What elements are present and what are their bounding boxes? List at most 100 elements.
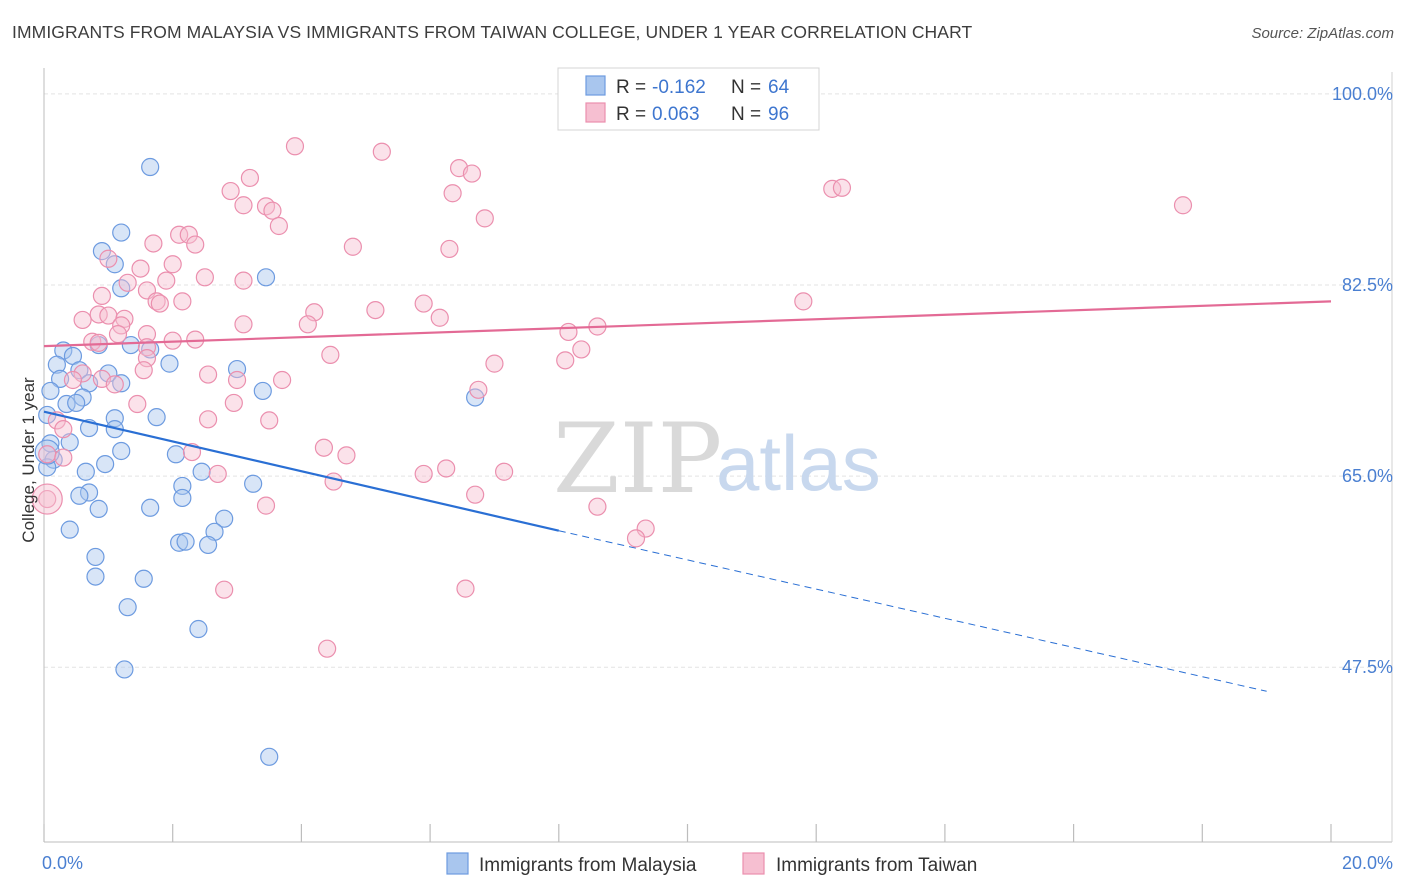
malaysia-point-35 — [96, 454, 115, 474]
malaysia-point-55 — [118, 598, 137, 617]
taiwan-point-10 — [234, 196, 253, 215]
malaysia-point-52 — [86, 547, 105, 567]
malaysia-point-26 — [105, 409, 124, 428]
taiwan-point-8 — [832, 178, 852, 197]
malaysia-point-53 — [86, 567, 105, 586]
malaysia-point-47 — [60, 520, 79, 539]
x-tick-label-0: 0.0% — [42, 853, 83, 873]
malaysia-point-44 — [89, 499, 108, 518]
taiwan-point-21 — [99, 249, 118, 268]
taiwan-point-41 — [430, 308, 449, 327]
taiwan-points — [31, 137, 1193, 658]
taiwan-point-43 — [234, 315, 253, 334]
malaysia-point-46 — [215, 509, 234, 528]
taiwan-point-44 — [298, 315, 317, 334]
taiwan-point-26 — [234, 271, 253, 290]
malaysia-point-large — [34, 439, 60, 465]
taiwan-point-13 — [475, 209, 494, 228]
taiwan-point-32 — [150, 294, 169, 313]
malaysia-point-25 — [67, 393, 86, 413]
malaysia-point-1 — [112, 223, 131, 242]
x-tick-label-1: 20.0% — [1342, 853, 1393, 873]
taiwan-point-57 — [137, 349, 157, 368]
taiwan-point-6 — [443, 184, 462, 203]
source-credit: Source: ZipAtlas.com — [1251, 25, 1394, 42]
malaysia-point-19 — [41, 381, 60, 401]
taiwan-point-1 — [372, 142, 391, 161]
taiwan-point-40 — [73, 310, 92, 330]
taiwan-point-84 — [466, 485, 485, 504]
watermark: ZIP atlas — [553, 403, 881, 515]
taiwan-point-74 — [314, 438, 334, 457]
malaysia-point-56 — [189, 619, 208, 639]
axes — [43, 68, 1393, 843]
taiwan-point-64 — [272, 370, 292, 390]
taiwan-point-66 — [105, 375, 124, 394]
taiwan-point-23 — [131, 259, 150, 278]
bottom-legend-swatch-taiwan — [742, 852, 765, 875]
taiwan-point-79 — [437, 459, 456, 478]
malaysia-points — [34, 157, 485, 766]
taiwan-point-20 — [440, 239, 459, 259]
bottom-legend-swatch-malaysia — [446, 852, 469, 875]
legend-swatch-malaysia — [585, 75, 606, 96]
y-tick-label-2: 82.5% — [1342, 275, 1393, 295]
malaysia-point-27 — [147, 408, 166, 427]
taiwan-point-30 — [173, 292, 192, 311]
bottom-legend-label-malaysia: Immigrants from Malaysia — [479, 855, 697, 876]
watermark-zip: ZIP — [553, 403, 722, 515]
malaysia-point-40 — [244, 474, 263, 493]
legend-r-value-malaysia: -0.162 — [652, 77, 706, 98]
malaysia-point-22 — [253, 381, 272, 401]
taiwan-point-54 — [572, 340, 591, 359]
taiwan-point-87 — [588, 497, 607, 516]
legend-r-label-malaysia: R = — [616, 77, 646, 98]
malaysia-point-21 — [57, 394, 76, 414]
taiwan-point-7 — [823, 179, 842, 198]
taiwan-point-53 — [89, 333, 108, 352]
taiwan-point-15 — [170, 225, 189, 244]
malaysia-point-2 — [92, 242, 112, 261]
malaysia-point-16 — [112, 374, 131, 393]
malaysia-point-50 — [176, 532, 195, 551]
malaysia-point-57 — [115, 660, 134, 679]
malaysia-point-18 — [227, 359, 247, 379]
taiwan-point-90 — [215, 580, 234, 599]
malaysia-point-42 — [70, 486, 89, 505]
taiwan-point-89 — [626, 529, 646, 548]
taiwan-point-25 — [157, 271, 176, 290]
taiwan-point-51 — [83, 332, 102, 351]
malaysia-point-13 — [70, 361, 89, 380]
legend-n-value-taiwan: 96 — [768, 104, 789, 125]
taiwan-point-14 — [269, 216, 288, 236]
malaysia-point-49 — [170, 533, 189, 552]
legend-r-value-taiwan: 0.063 — [652, 104, 700, 125]
taiwan-point-80 — [495, 462, 514, 481]
malaysia-point-0 — [141, 157, 160, 177]
taiwan-point-81 — [414, 464, 433, 484]
taiwan-point-65 — [227, 370, 247, 390]
taiwan-point-77 — [38, 445, 57, 464]
taiwan-trend-line — [43, 300, 1332, 348]
taiwan-point-37 — [89, 305, 108, 324]
taiwan-point-71 — [198, 410, 218, 429]
taiwan-point-78 — [54, 448, 73, 467]
taiwan-point-4 — [240, 168, 260, 188]
taiwan-point-75 — [337, 446, 356, 465]
taiwan-point-92 — [318, 639, 337, 658]
malaysia-point-45 — [141, 498, 160, 517]
taiwan-point-large — [31, 483, 63, 515]
malaysia-trend-extension — [558, 530, 1267, 692]
taiwan-point-16 — [179, 225, 198, 244]
legend-n-value-malaysia: 64 — [768, 77, 790, 98]
taiwan-point-56 — [556, 351, 575, 370]
x-tick-labels: 0.0% 20.0% — [42, 853, 1393, 873]
y-tick-label-3: 100.0% — [1332, 84, 1393, 104]
taiwan-point-18 — [186, 235, 205, 254]
legend-n-label-malaysia: N = — [731, 77, 761, 98]
malaysia-point-51 — [198, 535, 218, 555]
malaysia-point-54 — [134, 569, 153, 588]
taiwan-point-0 — [285, 137, 305, 156]
taiwan-point-82 — [208, 464, 227, 484]
malaysia-point-58 — [260, 747, 279, 766]
